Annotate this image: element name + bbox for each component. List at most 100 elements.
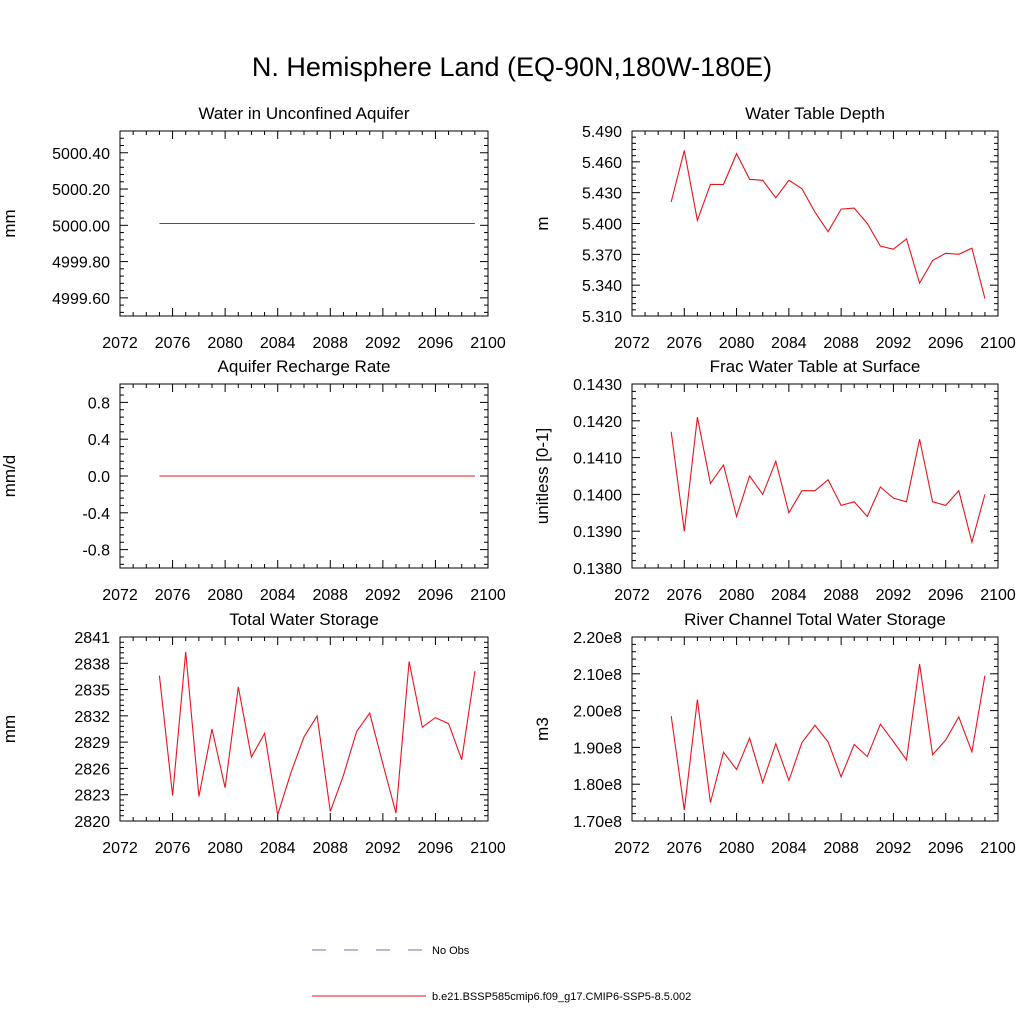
y-tick-label: 5000.00: [52, 218, 110, 235]
x-tick-label: 2084: [771, 587, 807, 604]
x-tick-label: 2088: [312, 335, 348, 352]
x-tick-label: 2088: [823, 587, 859, 604]
x-tick-label: 2092: [365, 335, 401, 352]
x-tick-label: 2080: [207, 840, 243, 857]
panel-title: Total Water Storage: [229, 610, 379, 629]
y-tick-label: 0.1410: [573, 451, 622, 468]
y-tick-label: 0.1400: [573, 487, 622, 504]
x-tick-label: 2080: [719, 335, 755, 352]
series-line: [158, 651, 476, 816]
x-tick-label: 2080: [207, 587, 243, 604]
y-tick-label: 1.90e8: [573, 740, 622, 757]
x-tick-label: 2076: [155, 840, 191, 857]
x-tick-label: 2096: [928, 840, 964, 857]
x-tick-label: 2100: [980, 840, 1016, 857]
panel-title: River Channel Total Water Storage: [684, 610, 946, 629]
panel-title: Frac Water Table at Surface: [710, 357, 921, 376]
x-tick-label: 2072: [614, 587, 650, 604]
x-tick-label: 2092: [876, 840, 912, 857]
x-tick-label: 2084: [771, 840, 807, 857]
y-tick-label: -0.4: [82, 506, 110, 523]
y-tick-label: 2841: [74, 630, 110, 647]
x-tick-label: 2088: [823, 840, 859, 857]
x-tick-label: 2084: [260, 587, 296, 604]
y-axis-label: m: [533, 216, 552, 230]
series-line: [670, 663, 986, 811]
panel-4: Frac Water Table at Surface 2072 2076 2080 2…: [533, 357, 1016, 604]
x-tick-label: 2096: [418, 840, 454, 857]
x-tick-label: 2100: [980, 335, 1016, 352]
y-tick-label: 2820: [74, 814, 110, 831]
plot-frame: [631, 383, 999, 569]
x-tick-label: 2096: [418, 335, 454, 352]
y-tick-label: 5.310: [582, 309, 622, 326]
x-tick-label: 2092: [876, 335, 912, 352]
y-tick-label: 0.8: [88, 395, 110, 412]
x-tick-label: 2076: [155, 335, 191, 352]
x-tick-label: 2092: [365, 840, 401, 857]
legend-label: No Obs: [432, 945, 470, 957]
y-tick-label: 0.4: [88, 432, 110, 449]
x-tick-label: 2076: [666, 335, 702, 352]
y-tick-label: -0.8: [82, 543, 110, 560]
x-tick-label: 2076: [666, 587, 702, 604]
plot-frame: [631, 130, 999, 317]
panel-6: River Channel Total Water Storage 2072 207…: [533, 610, 1016, 857]
panel-1: Water in Unconfined Aquifer 2072 2076 2080 2…: [0, 104, 506, 352]
y-tick-label: 2823: [74, 788, 110, 805]
x-tick-label: 2092: [876, 587, 912, 604]
y-axis-label: m3: [533, 717, 552, 741]
y-tick-label: 2835: [74, 683, 110, 700]
x-tick-label: 2072: [102, 587, 138, 604]
panel-title: Water in Unconfined Aquifer: [198, 104, 409, 123]
x-tick-label: 2076: [155, 587, 191, 604]
x-tick-label: 2072: [102, 840, 138, 857]
y-tick-label: 5.400: [582, 217, 622, 234]
x-tick-label: 2088: [312, 587, 348, 604]
y-tick-label: 2.10e8: [573, 667, 622, 684]
y-axis-label: mm: [0, 715, 19, 743]
y-tick-label: 2832: [74, 709, 110, 726]
y-tick-label: 1.80e8: [573, 777, 622, 794]
y-tick-label: 0.1390: [573, 524, 622, 541]
x-tick-label: 2080: [207, 335, 243, 352]
x-tick-label: 2100: [470, 335, 506, 352]
y-tick-label: 5.490: [582, 124, 622, 141]
y-tick-label: 2.20e8: [573, 630, 622, 647]
x-tick-label: 2072: [102, 335, 138, 352]
y-tick-label: 0.1430: [573, 377, 622, 394]
y-tick-label: 2826: [74, 761, 110, 778]
x-tick-label: 2080: [719, 840, 755, 857]
plot-frame: [119, 636, 489, 822]
y-tick-label: 2.00e8: [573, 704, 622, 721]
series-line: [670, 416, 986, 545]
y-tick-label: 5000.20: [52, 182, 110, 199]
panels: Water in Unconfined Aquifer 2072 2076 2080 2…: [0, 104, 1016, 857]
x-tick-label: 2076: [666, 840, 702, 857]
x-tick-label: 2096: [928, 587, 964, 604]
x-tick-label: 2088: [823, 335, 859, 352]
plot-frame: [631, 636, 999, 822]
x-tick-label: 2088: [312, 840, 348, 857]
y-tick-label: 4999.60: [52, 291, 110, 308]
x-tick-label: 2084: [260, 335, 296, 352]
panel-2: Water Table Depth 2072 2076 2080 2084 2088 209…: [533, 104, 1016, 352]
x-tick-label: 2092: [365, 587, 401, 604]
panel-title: Water Table Depth: [745, 104, 885, 123]
x-tick-label: 2084: [260, 840, 296, 857]
y-tick-label: 5.370: [582, 247, 622, 264]
x-tick-label: 2096: [928, 335, 964, 352]
y-axis-label: mm/d: [0, 455, 19, 498]
x-tick-label: 2100: [470, 587, 506, 604]
x-tick-label: 2072: [614, 840, 650, 857]
legend-label: b.e21.BSSP585cmip6.f09_g17.CMIP6-SSP5-8.…: [432, 991, 691, 1003]
y-tick-label: 5000.40: [52, 146, 110, 163]
y-tick-label: 0.0: [88, 469, 110, 486]
panel-5: Total Water Storage 2072 2076 2080 2084 2088 2…: [0, 610, 506, 857]
figure-title: N. Hemisphere Land (EQ-90N,180W-180E): [251, 52, 773, 82]
y-tick-label: 0.1380: [573, 561, 622, 578]
series-line: [670, 150, 986, 299]
x-tick-label: 2080: [719, 587, 755, 604]
y-tick-label: 2829: [74, 735, 110, 752]
